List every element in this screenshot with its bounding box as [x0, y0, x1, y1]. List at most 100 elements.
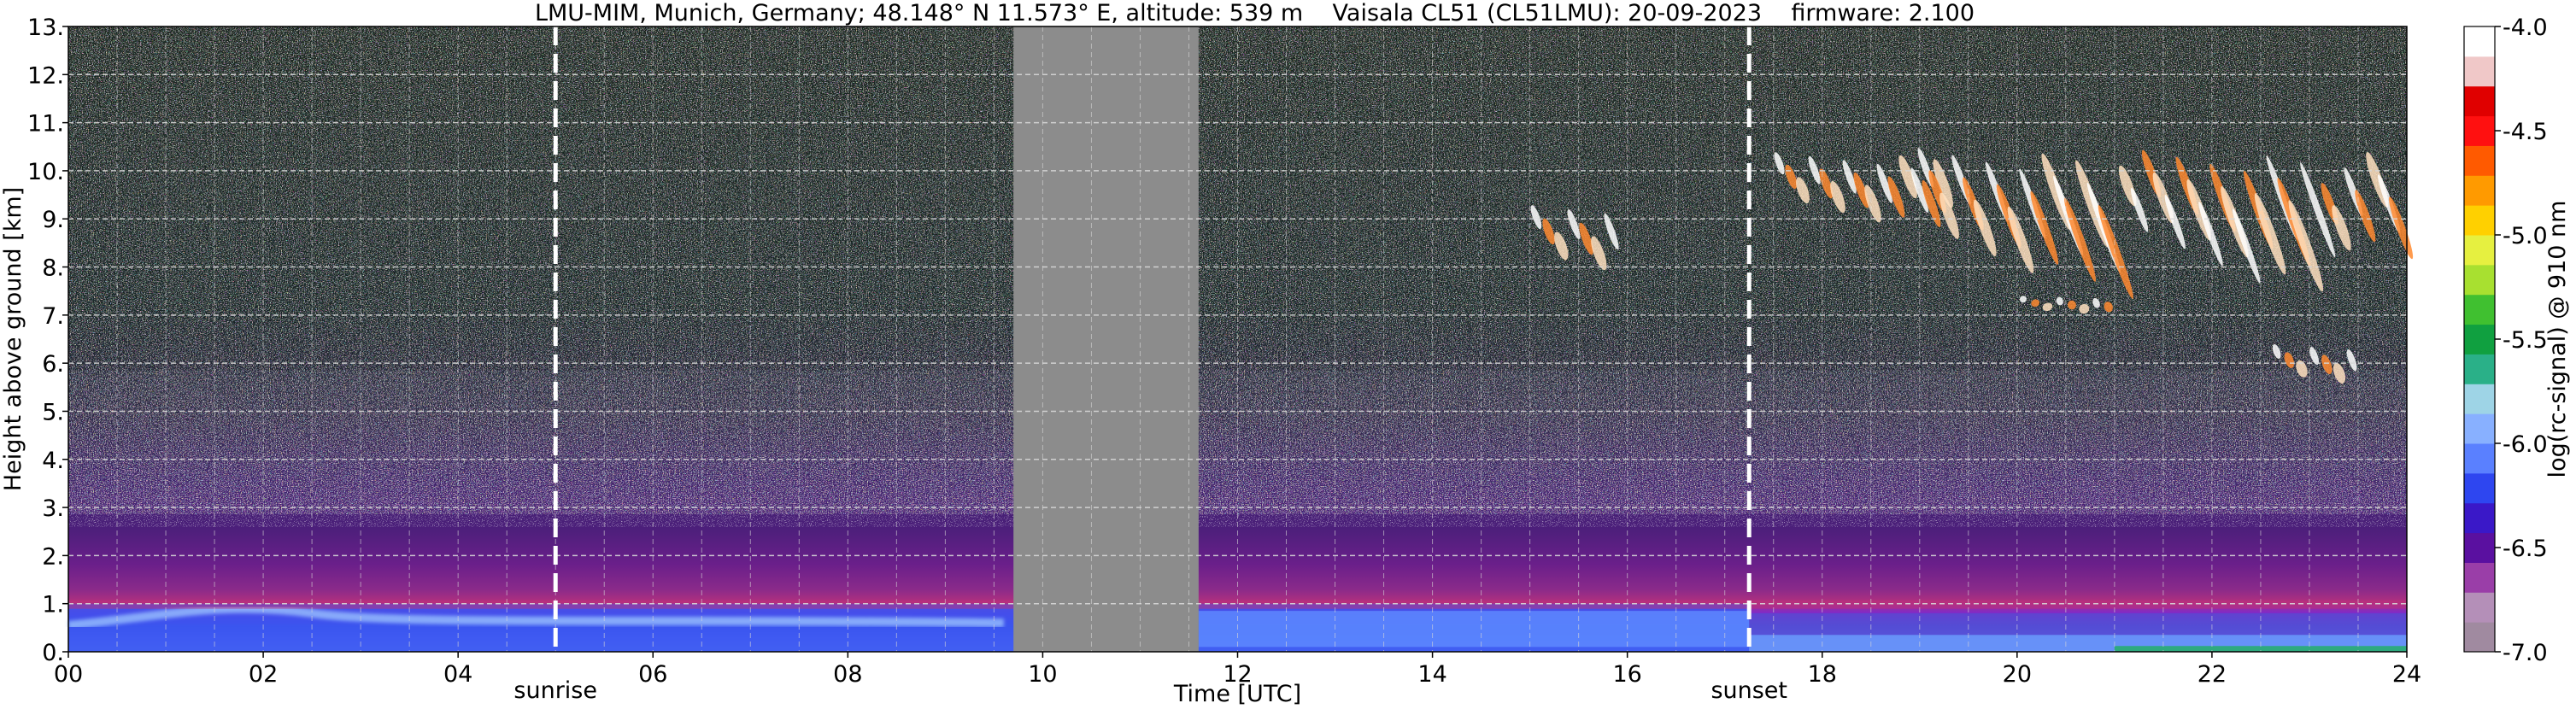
colorbar-swatch [2464, 235, 2495, 266]
colorbar-swatch [2464, 413, 2495, 444]
colorbar-swatch [2464, 592, 2495, 623]
cirrus-streak [1830, 180, 1845, 214]
y-tick-label: 8. [42, 255, 64, 282]
surface-layer [2114, 646, 2407, 652]
cirrus-streak [2272, 344, 2281, 359]
x-tick-label: 00 [54, 661, 83, 688]
marker-label-sunset: sunset [1710, 677, 1787, 704]
cirrus-streak [1933, 159, 1953, 208]
cirrus-cloud [1774, 152, 1953, 227]
layer-top-magenta [68, 600, 2407, 609]
colorbar-tick-label: -5.5 [2503, 327, 2548, 354]
colorbar-swatch [2464, 532, 2495, 563]
cirrus-streak [1853, 172, 1869, 208]
cirrus-streak [1796, 177, 1810, 204]
cirrus-streak [2079, 303, 2090, 314]
colorbar-swatch [2464, 324, 2495, 354]
y-tick-label: 4. [42, 448, 64, 474]
cirrus-streak [2288, 200, 2324, 292]
x-tick-label: 08 [833, 661, 862, 688]
cirrus-streak [2332, 205, 2351, 251]
cirrus-streak [1554, 231, 1569, 261]
y-axis-label: Height above ground [km] [0, 187, 26, 491]
cirrus-streak [2232, 208, 2261, 284]
cirrus-streak [1887, 176, 1905, 218]
colorbar-swatch [2464, 175, 2495, 206]
cirrus-streak [2332, 362, 2346, 384]
y-tick-label: 6. [42, 351, 64, 378]
cirrus-streak [2056, 296, 2063, 306]
colorbar-swatch [2464, 85, 2495, 117]
cirrus-streak [1922, 180, 1941, 227]
chart-title: LMU-MIM, Munich, Germany; 48.148° N 11.5… [535, 0, 1975, 26]
cirrus-streak [2031, 299, 2040, 308]
cirrus-streak [1567, 209, 1581, 240]
x-tick-label: 24 [2392, 661, 2421, 688]
colorbar-tick-label: -7.0 [2503, 640, 2548, 666]
y-tick-label: 1. [42, 592, 64, 618]
colorbar-tick-label: -4.5 [2503, 119, 2548, 145]
cirrus-streak [2355, 190, 2376, 243]
cirrus-streak [1864, 185, 1881, 223]
x-tick-label: 04 [443, 661, 472, 688]
cirrus-streak [2346, 349, 2357, 372]
x-tick-label: 16 [1612, 661, 1641, 688]
y-tick-label: 12. [27, 62, 64, 89]
colorbar-swatch [2464, 26, 2495, 57]
colorbar-tick-label: -5.0 [2503, 223, 2548, 249]
cirrus-streak [2284, 352, 2295, 368]
x-tick-label: 12 [1223, 661, 1252, 688]
cirrus-streak [2098, 205, 2133, 299]
cirrus-streak [2321, 354, 2332, 375]
cirrus-streak [1808, 155, 1821, 185]
y-tick-label: 10. [27, 159, 64, 185]
x-tick-label: 20 [2003, 661, 2032, 688]
cirrus-streak [1819, 168, 1834, 199]
y-tick-label: 11. [27, 111, 64, 138]
cirrus-streak [1579, 222, 1593, 255]
cirrus-streak [2007, 206, 2034, 273]
cirrus-streak [2130, 187, 2149, 232]
cirrus-streak [2042, 302, 2053, 312]
cirrus-streak [2300, 162, 2336, 258]
y-tick-label: 2. [42, 543, 64, 570]
cirrus-streak [1530, 205, 1542, 230]
cirrus-streak [2254, 193, 2286, 275]
cirrus-streak [2164, 194, 2186, 249]
cirrus-streak [1876, 163, 1892, 203]
cirrus-streak [2296, 360, 2308, 378]
colorbar-swatch [2464, 443, 2495, 474]
y-tick-label: 9. [42, 207, 64, 233]
cirrus-streak [1591, 236, 1607, 271]
cirrus-streak [1842, 160, 1857, 194]
x-tick-label: 14 [1417, 661, 1446, 688]
marker-label-sunrise: sunrise [513, 677, 597, 704]
colorbar-swatch [2464, 384, 2495, 414]
colorbar-swatch [2464, 56, 2495, 87]
cirrus-streak [2104, 302, 2113, 313]
cirrus-streak [1973, 199, 1997, 256]
cirrus-streak [2309, 347, 2320, 366]
colorbar-tick-label: -6.5 [2503, 536, 2548, 562]
colorbar-swatch [2464, 354, 2495, 384]
cirrus-streak [2198, 202, 2223, 267]
x-tick-label: 06 [638, 661, 667, 688]
colorbar-swatch [2464, 294, 2495, 325]
x-tick-label: 02 [249, 661, 278, 688]
colorbar-tick-label: -4.0 [2503, 15, 2548, 41]
x-tick-label: 22 [2198, 661, 2227, 688]
x-axis-label: Time [UTC] [1173, 681, 1301, 706]
boundary-layer-mixed [1198, 611, 1750, 647]
colorbar-swatch [2464, 622, 2495, 653]
y-tick-label: 13. [27, 15, 64, 41]
x-tick-label: 18 [1808, 661, 1837, 688]
cirrus-streak [2030, 190, 2059, 265]
colorbar-tick-label: -6.0 [2503, 431, 2548, 458]
colorbar-swatch [2464, 115, 2495, 146]
y-tick-label: 5. [42, 399, 64, 425]
colorbar-swatch [2464, 502, 2495, 534]
no-data-region [1013, 26, 1199, 652]
colorbar-swatch [2464, 205, 2495, 236]
colorbar-swatch [2464, 264, 2495, 296]
